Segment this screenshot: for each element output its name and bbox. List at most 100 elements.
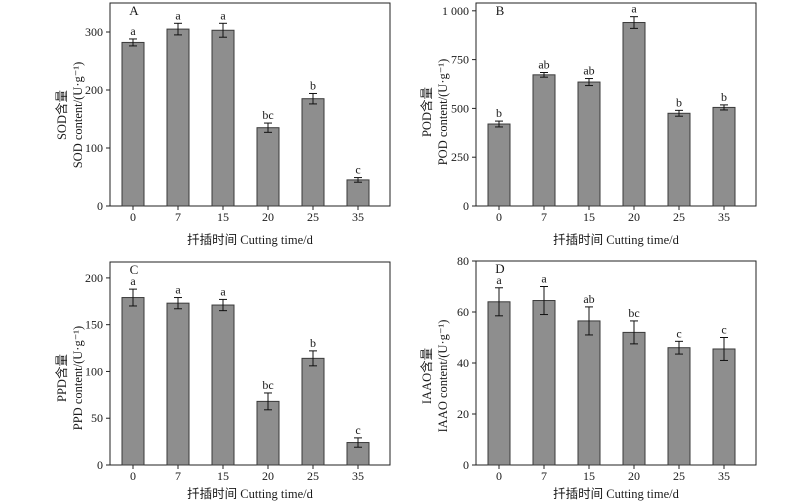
y-axis-label-cn: POD含量 bbox=[419, 87, 434, 137]
bar bbox=[166, 28, 190, 207]
panel-a: 0 100 200 300 a 0 a 7 a 15 bc 20 b 25 c 35 A SOD含量 SOD con… bbox=[54, 2, 391, 247]
x-axis-label: 扦插时间 Cutting time/d bbox=[187, 233, 313, 247]
y-tick-label: 50 bbox=[91, 411, 103, 425]
bar bbox=[487, 301, 511, 466]
y-axis-label-cn: SOD含量 bbox=[54, 90, 69, 140]
plot-frame bbox=[109, 261, 391, 466]
x-tick-label: 35 bbox=[352, 210, 364, 224]
x-tick-label: 20 bbox=[262, 469, 274, 483]
x-tick-label: 25 bbox=[307, 469, 319, 483]
y-tick-label: 1 000 bbox=[442, 4, 469, 18]
panel-letter: B bbox=[496, 3, 505, 18]
bar bbox=[256, 400, 280, 466]
y-tick-label: 250 bbox=[451, 150, 469, 164]
x-tick-label: 20 bbox=[628, 210, 640, 224]
significance-label: bc bbox=[628, 306, 639, 320]
x-tick-label: 25 bbox=[673, 210, 685, 224]
significance-label: c bbox=[355, 163, 360, 177]
bar bbox=[667, 112, 691, 207]
bar bbox=[532, 74, 556, 207]
significance-label: a bbox=[631, 2, 637, 16]
y-tick-label: 200 bbox=[85, 83, 103, 97]
bar bbox=[622, 22, 646, 207]
y-tick-label: 20 bbox=[457, 407, 469, 421]
x-tick-label: 7 bbox=[541, 469, 547, 483]
x-tick-label: 0 bbox=[130, 210, 136, 224]
significance-label: a bbox=[220, 284, 226, 298]
y-tick-label: 60 bbox=[457, 305, 469, 319]
y-tick-label: 500 bbox=[451, 101, 469, 115]
panel-c: 0 50 100 150 200 a 0 a 7 a 15 bc 20 b 25 c 35 C PPD含量 PPD c… bbox=[54, 261, 391, 501]
x-tick-label: 20 bbox=[628, 469, 640, 483]
x-tick-label: 25 bbox=[673, 469, 685, 483]
x-tick-label: 15 bbox=[217, 469, 229, 483]
significance-label: b bbox=[496, 106, 502, 120]
x-axis-label: 扦插时间 Cutting time/d bbox=[187, 487, 313, 501]
x-axis-label: 扦插时间 Cutting time/d bbox=[553, 487, 679, 501]
y-tick-label: 0 bbox=[97, 458, 103, 472]
y-axis-label: PPD content/(U·g⁻¹) bbox=[71, 326, 85, 430]
y-tick-label: 750 bbox=[451, 53, 469, 67]
significance-label: b bbox=[721, 90, 727, 104]
panel-letter: D bbox=[495, 261, 504, 276]
y-tick-label: 0 bbox=[97, 199, 103, 213]
significance-label: a bbox=[496, 273, 502, 287]
x-tick-label: 7 bbox=[175, 210, 181, 224]
significance-label: c bbox=[676, 326, 681, 340]
y-tick-label: 150 bbox=[85, 318, 103, 332]
x-tick-label: 7 bbox=[541, 210, 547, 224]
bar bbox=[712, 348, 736, 466]
significance-label: ab bbox=[583, 64, 594, 78]
bar bbox=[532, 300, 556, 466]
x-tick-label: 35 bbox=[718, 469, 730, 483]
x-axis-label: 扦插时间 Cutting time/d bbox=[553, 233, 679, 247]
panel-letter: C bbox=[130, 262, 139, 277]
significance-label: ab bbox=[583, 292, 594, 306]
panel-b: 0 250 500 750 1 000 b 0 ab 7 ab 15 a 20 b 25 b 35 B POD含量 P… bbox=[419, 2, 757, 247]
y-tick-label: 80 bbox=[457, 254, 469, 268]
y-axis-label-cn: IAAO含量 bbox=[419, 348, 434, 404]
x-tick-label: 25 bbox=[307, 210, 319, 224]
x-tick-label: 0 bbox=[130, 469, 136, 483]
plot-frame bbox=[475, 2, 757, 207]
plot-frame bbox=[109, 2, 391, 207]
y-tick-label: 40 bbox=[457, 356, 469, 370]
bar bbox=[667, 347, 691, 466]
bar bbox=[211, 29, 235, 207]
y-tick-label: 200 bbox=[85, 271, 103, 285]
bar bbox=[487, 123, 511, 207]
x-tick-label: 15 bbox=[217, 210, 229, 224]
significance-label: ab bbox=[538, 57, 549, 71]
significance-label: a bbox=[130, 274, 136, 288]
bar bbox=[577, 320, 601, 466]
significance-label: b bbox=[310, 336, 316, 350]
bar bbox=[256, 127, 280, 207]
significance-label: bc bbox=[262, 108, 273, 122]
y-axis-label: POD content/(U·g⁻¹) bbox=[436, 59, 450, 166]
significance-label: b bbox=[310, 78, 316, 92]
x-tick-label: 0 bbox=[496, 469, 502, 483]
y-tick-label: 0 bbox=[463, 199, 469, 213]
significance-label: a bbox=[541, 272, 547, 286]
y-axis-label-cn: PPD含量 bbox=[54, 354, 69, 402]
x-tick-label: 35 bbox=[352, 469, 364, 483]
bar bbox=[121, 41, 145, 207]
bar bbox=[346, 179, 370, 207]
y-tick-label: 300 bbox=[85, 25, 103, 39]
significance-label: c bbox=[355, 423, 360, 437]
y-tick-label: 100 bbox=[85, 141, 103, 155]
significance-label: a bbox=[175, 8, 181, 22]
y-tick-label: 100 bbox=[85, 364, 103, 378]
significance-label: a bbox=[175, 283, 181, 297]
x-tick-label: 15 bbox=[583, 210, 595, 224]
significance-label: b bbox=[676, 95, 682, 109]
x-tick-label: 15 bbox=[583, 469, 595, 483]
significance-label: a bbox=[220, 8, 226, 22]
bar bbox=[121, 297, 145, 466]
bar bbox=[211, 304, 235, 466]
x-tick-label: 7 bbox=[175, 469, 181, 483]
bar bbox=[301, 357, 325, 466]
y-axis-label: IAAO content/(U·g⁻¹) bbox=[436, 320, 450, 433]
y-tick-label: 0 bbox=[463, 458, 469, 472]
